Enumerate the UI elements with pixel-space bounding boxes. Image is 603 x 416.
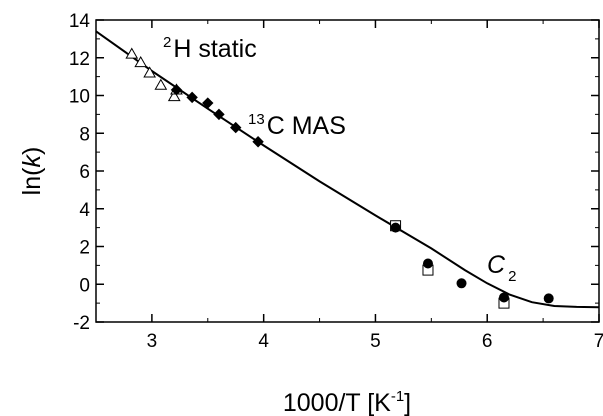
annotation-h-static-text: H static: [173, 35, 256, 63]
x-axis-title-main: 1000/T [K: [283, 389, 391, 416]
annotation-c2-main: C: [487, 251, 506, 279]
y-tick-label: 14: [69, 11, 91, 32]
fit-curve: [96, 31, 599, 307]
circle-point: [457, 278, 467, 288]
y-tick-label: 0: [79, 275, 90, 296]
y-tick-label: 4: [79, 200, 90, 221]
x-tick-label: 7: [594, 331, 603, 352]
fit-curve-layer: [96, 31, 599, 307]
x-tick-label: 5: [370, 331, 381, 352]
annotation-h-static: 2H static: [163, 34, 257, 63]
annotation-c-mas-text: C MAS: [267, 112, 346, 140]
circle-point: [391, 223, 401, 233]
y-axis-title: ln(k): [18, 147, 46, 196]
triangle-point: [155, 80, 166, 90]
x-axis-title-end: ]: [404, 389, 411, 416]
circle-point: [499, 292, 509, 302]
circle-point: [544, 293, 554, 303]
annotation-c2: C2: [487, 251, 516, 285]
y-tick-label: -2: [73, 313, 90, 334]
circle-point: [423, 258, 433, 268]
x-tick-label: 6: [482, 331, 493, 352]
annotation-h-static-sup: 2: [163, 34, 171, 51]
y-tick-label: 8: [79, 124, 90, 145]
y-tick-label: 6: [79, 162, 90, 183]
x-axis-title: 1000/T [K-1]: [283, 388, 411, 416]
x-tick-label: 3: [147, 331, 158, 352]
x-axis-title-sup: -1: [391, 388, 404, 405]
y-tick-label: 2: [79, 238, 90, 259]
y-axis-title-prefix: ln(: [18, 167, 46, 195]
annotation-c-mas: 13C MAS: [248, 111, 346, 140]
y-tick-label: 12: [69, 49, 90, 70]
axis-ticks: -2 0 2 4 6 8 10 12 14 3 4 5 6 7: [69, 11, 603, 352]
x-tick-label: 4: [258, 331, 269, 352]
annotation-c2-sub: 2: [508, 268, 516, 285]
plot-frame: [96, 20, 599, 322]
y-tick-label: 10: [69, 87, 90, 108]
y-axis-title-suffix: ): [18, 147, 46, 155]
annotation-c-mas-sup: 13: [248, 111, 265, 128]
